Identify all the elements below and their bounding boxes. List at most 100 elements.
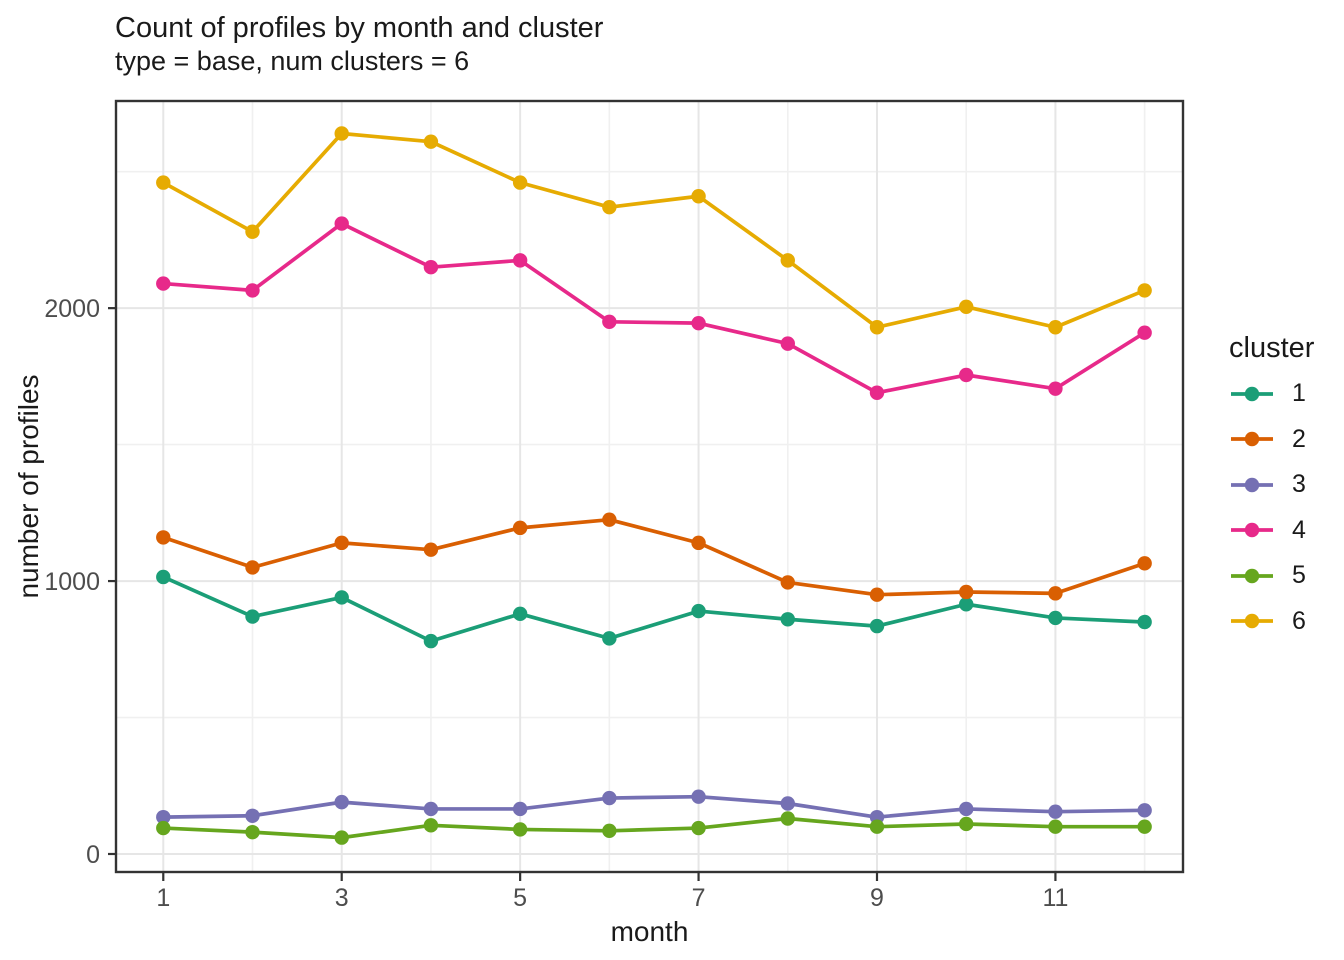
data-point-cluster-3 bbox=[512, 801, 528, 817]
data-point-cluster-4 bbox=[156, 276, 171, 291]
data-point-cluster-5 bbox=[780, 811, 795, 826]
legend-key-icon bbox=[1231, 522, 1273, 538]
data-point-cluster-5 bbox=[512, 822, 528, 837]
legend-item-cluster-3: 3 bbox=[1229, 462, 1344, 508]
data-point-cluster-4 bbox=[334, 216, 349, 231]
data-point-cluster-2 bbox=[1048, 586, 1063, 601]
data-point-cluster-3 bbox=[156, 809, 171, 825]
series-line-2 bbox=[162, 517, 1146, 597]
data-point-cluster-1 bbox=[1048, 610, 1063, 626]
data-point-cluster-1 bbox=[423, 633, 439, 649]
legend-key-dot bbox=[1244, 386, 1260, 401]
data-point-cluster-4 bbox=[1137, 325, 1152, 340]
data-point-cluster-1 bbox=[959, 597, 974, 612]
y-tick-label: 1000 bbox=[44, 568, 100, 596]
data-point-cluster-6 bbox=[245, 224, 260, 239]
legend: cluster 1 2 3 4 5 6 bbox=[1229, 332, 1344, 644]
data-point-cluster-6 bbox=[691, 189, 706, 204]
data-point-cluster-4 bbox=[869, 385, 885, 400]
data-point-cluster-2 bbox=[245, 560, 260, 575]
data-point-cluster-6 bbox=[1137, 283, 1152, 298]
data-point-cluster-5 bbox=[245, 824, 260, 840]
data-point-cluster-4 bbox=[423, 260, 439, 275]
data-point-cluster-6 bbox=[780, 253, 795, 268]
data-point-cluster-4 bbox=[245, 283, 260, 298]
data-point-cluster-2 bbox=[512, 520, 528, 536]
data-point-cluster-5 bbox=[691, 820, 706, 836]
data-point-cluster-2 bbox=[1137, 556, 1152, 571]
data-point-cluster-2 bbox=[423, 542, 439, 557]
data-point-cluster-5 bbox=[1137, 819, 1152, 834]
x-tick-label: 11 bbox=[1042, 884, 1068, 912]
data-point-cluster-6 bbox=[423, 134, 439, 149]
legend-item-cluster-1: 1 bbox=[1229, 371, 1344, 417]
data-point-cluster-6 bbox=[512, 175, 528, 190]
legend-title: cluster bbox=[1229, 332, 1315, 364]
legend-item-cluster-5: 5 bbox=[1229, 553, 1344, 599]
legend-key-dot bbox=[1244, 477, 1260, 492]
legend-item-label: 1 bbox=[1292, 379, 1306, 408]
data-point-cluster-1 bbox=[780, 612, 795, 627]
legend-items: 1 2 3 4 5 6 bbox=[1229, 371, 1344, 644]
legend-item-label: 6 bbox=[1292, 606, 1306, 635]
data-point-cluster-5 bbox=[869, 819, 885, 834]
data-point-cluster-3 bbox=[691, 789, 706, 804]
legend-key-dot bbox=[1244, 568, 1260, 583]
legend-key-icon bbox=[1231, 613, 1273, 629]
legend-item-label: 2 bbox=[1292, 424, 1306, 453]
data-point-cluster-6 bbox=[959, 299, 974, 314]
data-point-cluster-2 bbox=[156, 530, 171, 545]
legend-key-icon bbox=[1231, 386, 1273, 401]
y-axis-title: number of profiles bbox=[13, 374, 44, 598]
title-block: Count of profiles by month and cluster t… bbox=[115, 12, 604, 77]
data-point-cluster-2 bbox=[602, 512, 617, 527]
chart-title: Count of profiles by month and cluster bbox=[115, 12, 604, 44]
legend-key-icon bbox=[1231, 568, 1273, 583]
x-tick-label: 3 bbox=[335, 884, 349, 912]
data-point-cluster-6 bbox=[334, 126, 349, 141]
data-point-cluster-3 bbox=[245, 808, 260, 823]
data-point-cluster-3 bbox=[334, 794, 349, 810]
data-point-cluster-3 bbox=[602, 790, 617, 806]
data-point-cluster-5 bbox=[602, 823, 617, 838]
legend-key-dot bbox=[1244, 431, 1260, 447]
data-point-cluster-3 bbox=[1137, 803, 1152, 818]
series-line-5 bbox=[163, 816, 1145, 840]
x-tick-label: 9 bbox=[870, 884, 884, 912]
legend-item-cluster-6: 6 bbox=[1229, 598, 1344, 644]
data-point-cluster-5 bbox=[1048, 819, 1063, 834]
legend-key-icon bbox=[1231, 477, 1273, 492]
data-point-cluster-4 bbox=[959, 367, 974, 383]
series-line-3 bbox=[163, 794, 1145, 819]
data-point-cluster-1 bbox=[512, 606, 528, 622]
data-point-cluster-1 bbox=[245, 609, 260, 624]
x-tick-label: 1 bbox=[156, 884, 170, 912]
data-point-cluster-1 bbox=[156, 569, 171, 585]
data-point-cluster-1 bbox=[602, 631, 617, 646]
data-point-cluster-4 bbox=[780, 336, 795, 351]
series-line-6 bbox=[162, 131, 1146, 330]
legend-item-label: 3 bbox=[1292, 470, 1306, 499]
legend-item-label: 4 bbox=[1292, 515, 1306, 544]
data-point-cluster-4 bbox=[512, 253, 528, 268]
data-point-cluster-2 bbox=[780, 575, 795, 590]
data-point-cluster-4 bbox=[1048, 381, 1063, 396]
data-point-cluster-1 bbox=[691, 603, 706, 619]
series-line-1 bbox=[162, 575, 1145, 643]
legend-key-dot bbox=[1244, 522, 1260, 538]
data-point-cluster-2 bbox=[691, 535, 706, 551]
panel-border bbox=[114, 99, 1185, 874]
data-point-cluster-6 bbox=[156, 175, 171, 190]
legend-item-label: 5 bbox=[1292, 561, 1306, 590]
y-tick-label: 0 bbox=[86, 841, 100, 869]
data-point-cluster-5 bbox=[959, 816, 974, 832]
data-point-cluster-3 bbox=[1048, 804, 1063, 819]
data-point-cluster-6 bbox=[1048, 320, 1063, 335]
data-point-cluster-3 bbox=[780, 796, 795, 811]
chart-subtitle: type = base, num clusters = 6 bbox=[115, 45, 470, 76]
x-tick-label: 7 bbox=[692, 884, 706, 912]
data-point-cluster-2 bbox=[959, 584, 974, 600]
data-point-cluster-2 bbox=[869, 587, 885, 602]
